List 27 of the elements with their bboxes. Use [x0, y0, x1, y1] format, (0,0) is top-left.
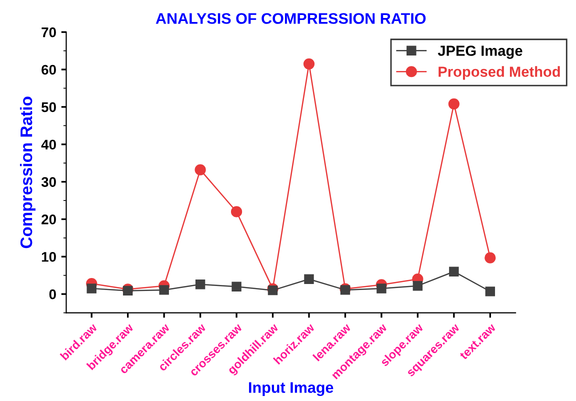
- point: [449, 266, 459, 276]
- y-tick-label: 0: [49, 289, 56, 300]
- point: [304, 274, 314, 284]
- point: [484, 252, 496, 264]
- point: [412, 280, 423, 291]
- y-tick-label: 20: [42, 214, 56, 224]
- point: [303, 58, 315, 70]
- point: [230, 206, 242, 218]
- point: [485, 286, 496, 296]
- y-tick-label: 40: [41, 140, 56, 150]
- point: [376, 284, 386, 294]
- y-tick-label: 10: [42, 252, 56, 262]
- legend-label: Proposed Method: [438, 66, 560, 80]
- point: [448, 98, 460, 110]
- point: [232, 282, 242, 292]
- y-tick-label: 30: [41, 177, 56, 187]
- y-tick-label: 70: [42, 27, 56, 38]
- y-axis-title: Compression Ratio: [20, 96, 36, 248]
- chart-title: ANALYSIS OF COMPRESSION RATIO: [156, 13, 426, 24]
- y-tick-label: 60: [42, 64, 56, 75]
- point: [159, 285, 169, 295]
- y-tick-label: 50: [42, 102, 56, 112]
- point: [194, 164, 206, 176]
- point: [86, 284, 96, 294]
- point: [195, 279, 206, 290]
- x-axis-title: Input Image: [249, 382, 334, 396]
- legend-label: JPEG Image: [438, 46, 522, 59]
